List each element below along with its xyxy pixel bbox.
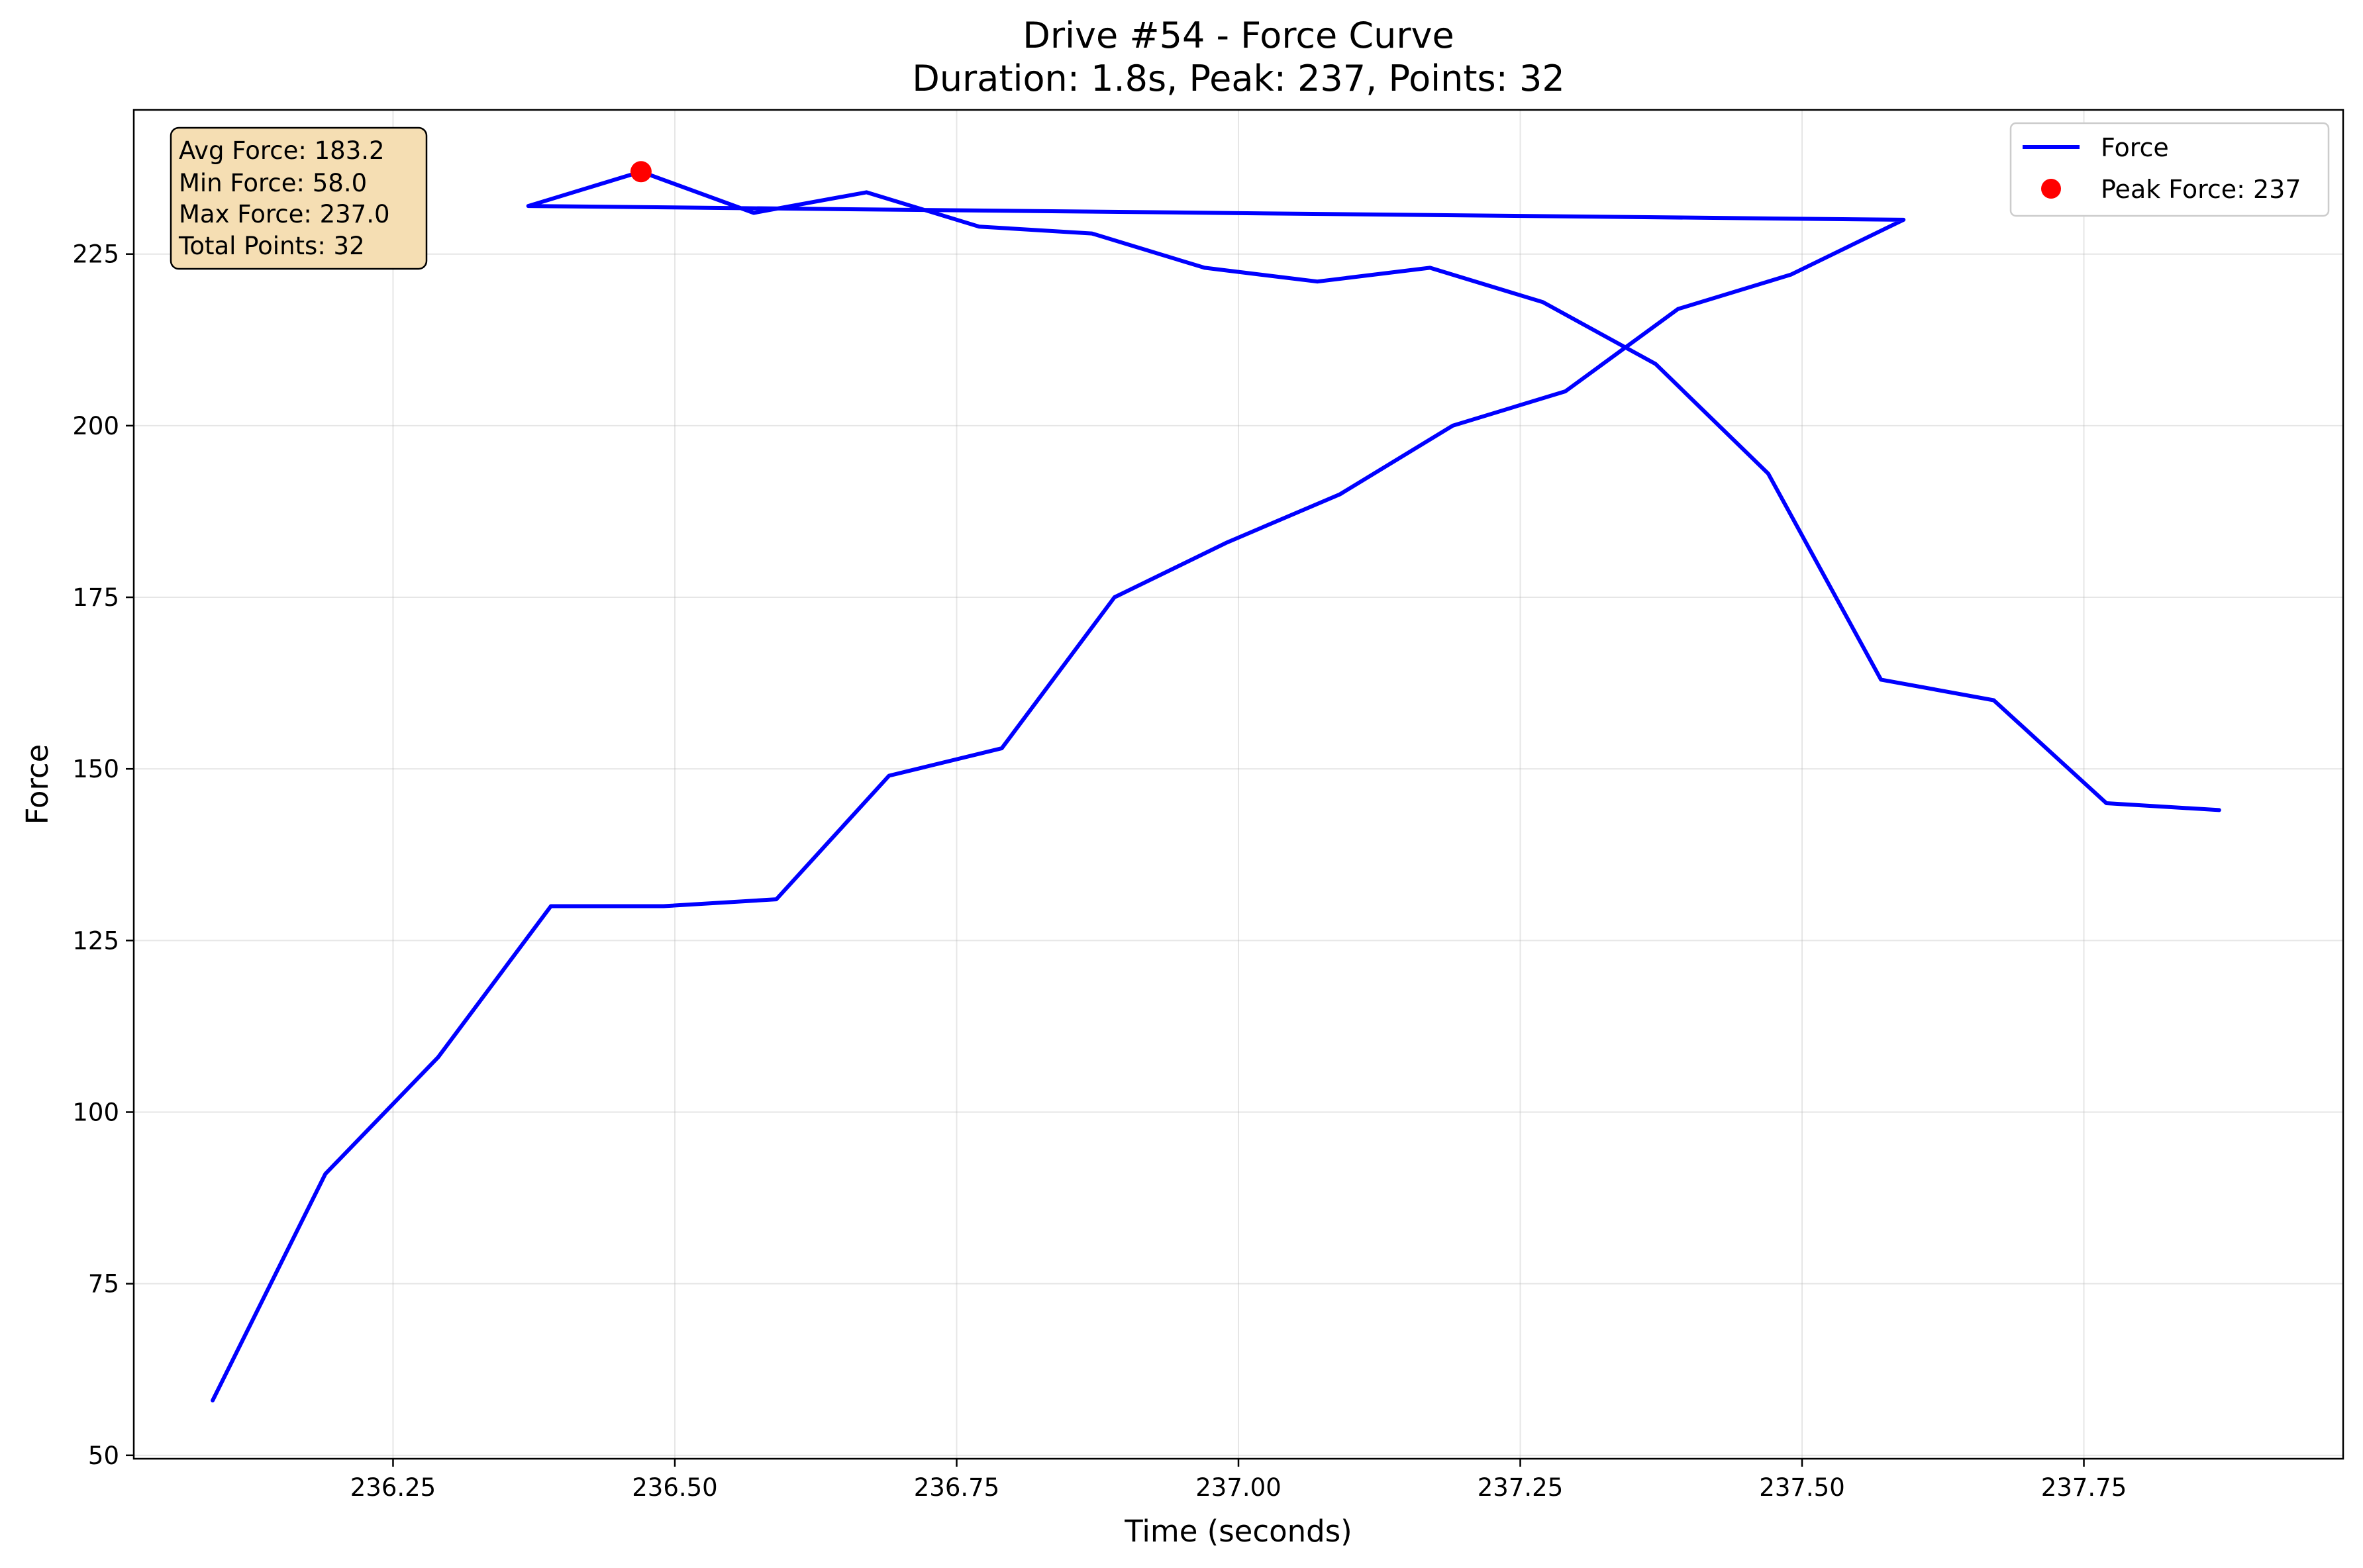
x-tick-label: 237.75 <box>2041 1473 2127 1502</box>
legend-peak-swatch <box>2041 179 2061 199</box>
x-tick-label: 237.00 <box>1195 1473 1281 1502</box>
x-tick-label: 236.75 <box>914 1473 999 1502</box>
stats-box-background <box>170 126 428 270</box>
y-tick-label: 150 <box>72 755 119 783</box>
stats-avg-force: Avg Force: 183.2 <box>179 136 385 165</box>
stats-max-force: Max Force: 237.0 <box>179 200 390 228</box>
legend-peak-label: Peak Force: 237 <box>2101 175 2301 204</box>
chart-title: Drive #54 - Force Curve <box>1023 15 1454 56</box>
axis-ticks: 236.25 236.50 236.75 237.00 237.25 237.50 237.… <box>72 240 2127 1502</box>
x-tick-label: 236.25 <box>350 1473 436 1502</box>
y-tick-label: 50 <box>88 1442 119 1470</box>
y-tick-label: 225 <box>72 240 119 269</box>
y-tick-label: 125 <box>72 926 119 955</box>
peak-force-marker <box>630 161 652 183</box>
force-series-line <box>211 170 2221 1402</box>
x-tick-label: 237.50 <box>1759 1473 1844 1502</box>
stats-min-force: Min Force: 58.0 <box>179 169 367 197</box>
y-tick-label: 100 <box>72 1098 119 1126</box>
y-axis-label: Force <box>20 744 55 825</box>
legend-frame <box>2009 122 2330 217</box>
legend: Force Peak Force: 237 <box>2009 122 2330 217</box>
x-tick-label: 236.50 <box>632 1473 717 1502</box>
stats-total-points: Total Points: 32 <box>178 232 365 260</box>
series-layer <box>211 161 2221 1402</box>
legend-force-label: Force <box>2101 133 2169 162</box>
y-tick-label: 200 <box>72 412 119 440</box>
y-tick-label: 175 <box>72 583 119 612</box>
chart-subtitle: Duration: 1.8s, Peak: 237, Points: 32 <box>912 58 1565 99</box>
x-axis-label: Time (seconds) <box>1124 1514 1352 1549</box>
grid <box>134 110 2343 1459</box>
x-tick-label: 237.25 <box>1478 1473 1563 1502</box>
stats-box: Avg Force: 183.2 Min Force: 58.0 Max For… <box>170 126 428 270</box>
y-tick-label: 75 <box>88 1270 119 1298</box>
